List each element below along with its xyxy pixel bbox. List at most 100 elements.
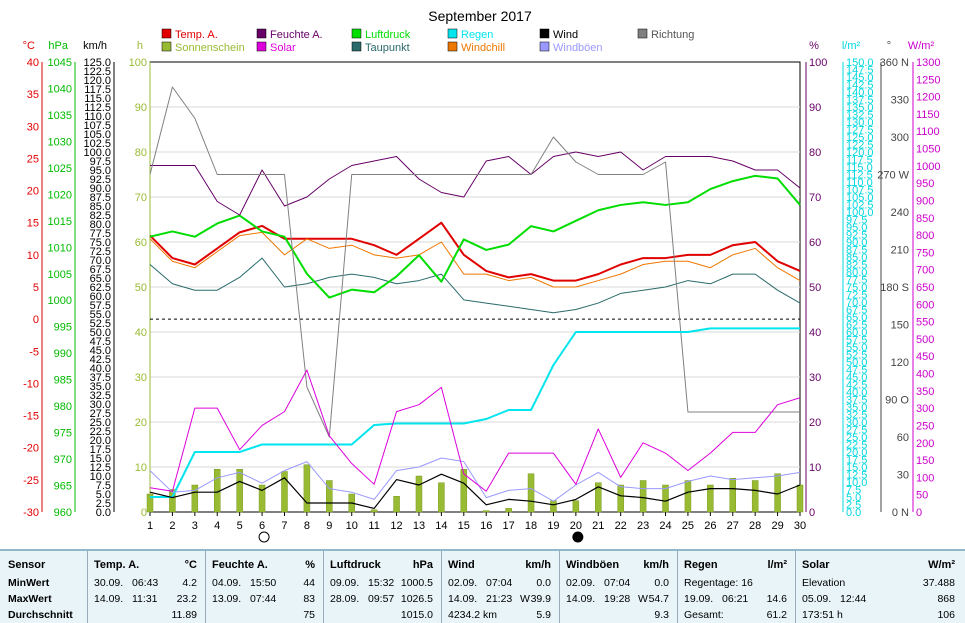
axis-tick-label-rain: 40.0 (846, 387, 867, 399)
stat-hum-max-date: 13.09. (212, 593, 242, 605)
axis-tick-label-rain: 32.5 (846, 410, 867, 422)
axis-tick-label-wind: 67.5 (90, 264, 111, 276)
stat-wind-max-time: 21:23 (486, 593, 513, 605)
axis-tick-label-rain: 135.0 (846, 102, 874, 114)
axis-tick-label-press: 1005 (48, 269, 72, 281)
axis-tick-label-rain: 72.5 (846, 290, 867, 302)
moon-new-icon (572, 531, 584, 543)
axis-tick-label-dir: 60 (897, 432, 909, 444)
stats-col-wind: Wind km/h 02.09. 07:04 0.0 14.09. 21:23 … (442, 551, 560, 623)
axis-tick-label-solar: 500 (916, 334, 934, 346)
x-tick-label: 29 (771, 520, 783, 532)
axis-tick-label-rain: 52.5 (846, 350, 867, 362)
stat-wind-title: Wind (448, 559, 475, 571)
row-label-min: MinWert (8, 577, 50, 589)
axis-tick-label-solar: 350 (916, 386, 934, 398)
legend-swatch-3 (447, 28, 458, 39)
axis-tick-label-wind: 90.0 (90, 183, 111, 195)
axis-tick-label-dir: 210 (891, 245, 909, 257)
axis-tick-label-hum: 100 (809, 57, 827, 69)
axis-tick-label-press: 960 (54, 507, 72, 519)
sunshine-bar (415, 475, 423, 513)
axis-tick-label-rain: 92.5 (846, 230, 867, 242)
axis-tick-label-rain: 147.5 (846, 65, 874, 77)
stat-solar-max-date: 05.09. (802, 593, 832, 605)
axis-tick-label-rain: 75.0 (846, 282, 867, 294)
axis-tick-label-rain: 145.0 (846, 72, 874, 84)
axis-tick-label-wind: 62.5 (90, 282, 111, 294)
axis-tick-label-rain: 2.5 (846, 500, 861, 512)
axis-tick-label-rain: 60.0 (846, 327, 867, 339)
sunshine-bar (662, 484, 669, 513)
stat-press-min-date: 09.09. (330, 577, 360, 589)
stat-wind-min-date: 02.09. (448, 577, 478, 589)
axis-tick-label-rain: 127.5 (846, 125, 874, 137)
axis-tick-label-wind: 70.0 (90, 255, 111, 267)
axis-tick-label-press: 985 (54, 375, 72, 387)
legend-label-8: Taupunkt (365, 42, 410, 54)
axis-tick-label-wind: 15.0 (90, 453, 111, 465)
stat-press-title: Luftdruck (330, 559, 381, 571)
x-tick-label: 1 (147, 520, 153, 532)
axis-tick-label-wind: 112.5 (84, 102, 111, 114)
stat-hum-max-time: 07:44 (250, 593, 277, 605)
axis-tick-label-temp: -10 (23, 378, 39, 390)
axis-tick-label-rain: 57.5 (846, 335, 867, 347)
chart-title: September 2017 (428, 8, 532, 24)
legend: Temp. A. Feuchte A. Luftdruck Regen Wind Rich… (161, 28, 694, 54)
plot-area (146, 86, 804, 543)
sunshine-bar (639, 480, 647, 513)
legend-swatch-4 (539, 28, 550, 39)
axis-tick-label-wind: 60.0 (90, 291, 111, 303)
x-tick-label: 16 (480, 520, 492, 532)
axis-tick-label-temp: 40 (27, 57, 39, 69)
stat-gust-max-dir: W (638, 593, 648, 605)
x-tick-label: 17 (502, 520, 514, 532)
stat-temp-min: 4.2 (182, 577, 197, 589)
axis-tick-label-dir: 330 (891, 95, 909, 107)
axis-tick-label-wind: 125.0 (83, 57, 111, 69)
axis-tick-label-solar: 900 (916, 195, 934, 207)
series-line-wind (149, 473, 801, 509)
axis-tick-label-temp: 25 (27, 153, 39, 165)
stat-rain-max-time: 06:21 (722, 593, 749, 605)
stat-press-min-time: 15:32 (368, 577, 395, 589)
sunshine-bar (393, 496, 400, 513)
x-tick-label: 2 (169, 520, 175, 532)
axis-tick-label-dir: 30 (897, 470, 909, 482)
stat-gust-unit: km/h (643, 559, 669, 571)
axis-tick-label-rain: 12.5 (846, 470, 867, 482)
axis-unit-rain: l/m² (842, 40, 861, 52)
stat-press-avg: 1015.0 (400, 609, 433, 621)
stat-temp-max: 23.2 (176, 593, 197, 605)
axis-tick-label-wind: 85.0 (90, 201, 111, 213)
x-tick-label: 30 (794, 520, 806, 532)
axis-tick-label-rain: 142.5 (846, 80, 874, 92)
axis-tick-label-rain: 10.0 (846, 477, 867, 489)
axis-tick-label-solar: 250 (916, 420, 934, 432)
stat-gust-min-date: 02.09. (566, 577, 596, 589)
x-tick-label: 7 (281, 520, 287, 532)
row-label-avg: Durchschnitt (8, 609, 73, 621)
axis-tick-label-press: 1010 (48, 242, 72, 254)
legend-swatch-9 (447, 41, 458, 52)
legend-label-10: Windböen (553, 42, 603, 54)
stat-wind-avg: 5.9 (536, 609, 551, 621)
axis-tick-label-wind: 80.0 (90, 219, 111, 231)
stat-temp-min-date: 30.09. (94, 577, 124, 589)
stat-solar-elev-label: Elevation (802, 577, 846, 589)
stat-gust-avg: 9.3 (654, 609, 669, 621)
x-tick-label: 6 (259, 520, 265, 532)
axis-tick-label-press: 1000 (48, 295, 72, 307)
axis-tick-label-press: 970 (54, 454, 72, 466)
sunshine-bar (707, 484, 714, 513)
stat-wind-min-time: 07:04 (486, 577, 513, 589)
stat-wind-max-dir: W (520, 593, 530, 605)
axis-tick-label-press: 980 (54, 401, 72, 413)
axis-tick-label-sun: 80 (135, 147, 147, 159)
axis-tick-label-wind: 32.5 (90, 390, 111, 402)
x-tick-label: 11 (368, 520, 379, 532)
axis-tick-label-rain: 7.5 (846, 485, 861, 497)
axis-tick-label-solar: 750 (916, 247, 934, 259)
axis-tick-label-solar: 1200 (916, 92, 940, 104)
